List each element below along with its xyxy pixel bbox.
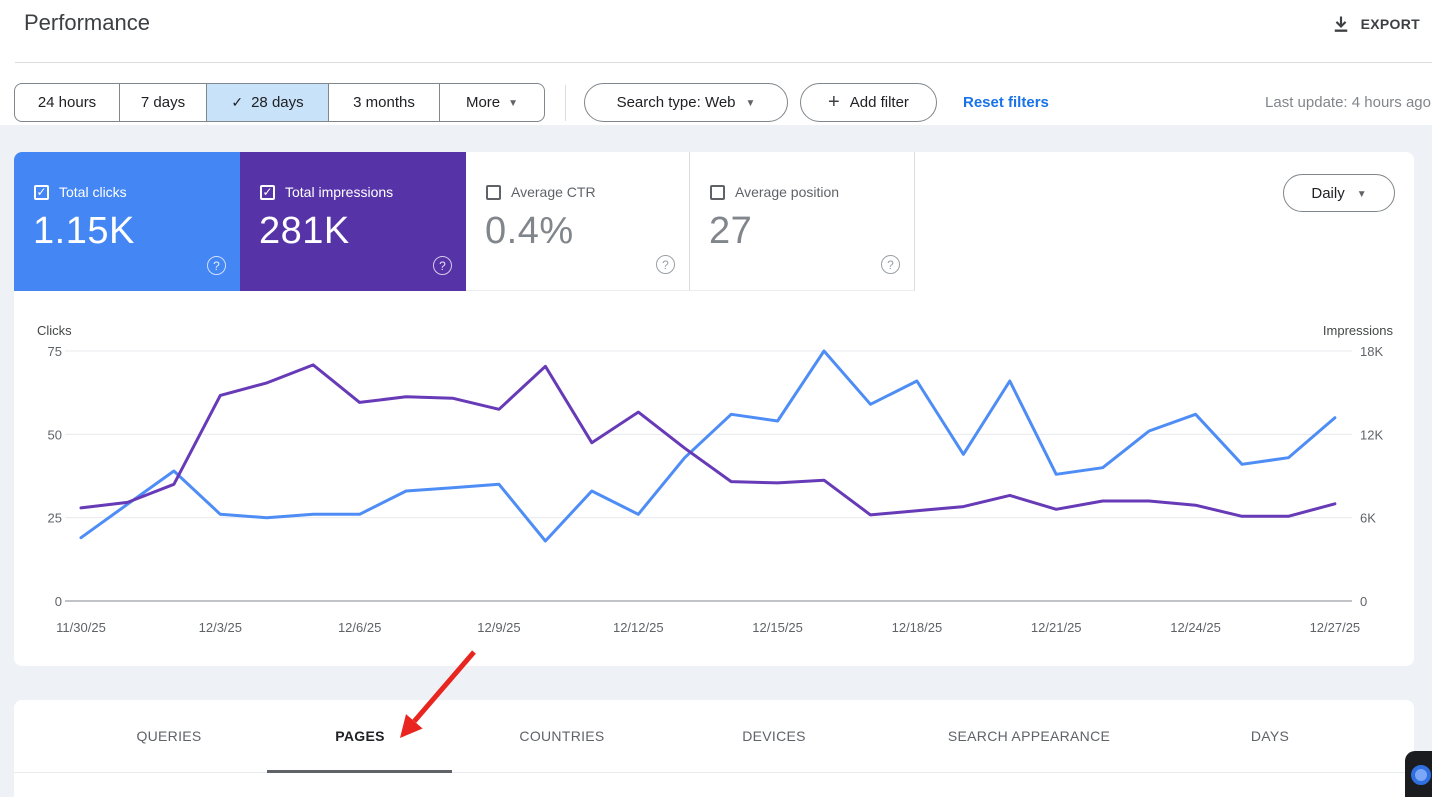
help-icon[interactable]: ? (433, 256, 452, 275)
export-label: EXPORT (1360, 16, 1420, 32)
svg-text:25: 25 (48, 511, 62, 526)
svg-text:12/6/25: 12/6/25 (338, 620, 381, 635)
tabs-bottom-border (14, 772, 1414, 773)
metric-label: Average CTR (511, 184, 596, 200)
help-icon[interactable]: ? (881, 255, 900, 274)
search-type-label: Search type: Web (616, 94, 736, 111)
metric-header: Average position (710, 184, 839, 200)
chevron-down-icon: ▼ (745, 98, 756, 109)
metric-card-average-ctr[interactable]: Average CTR 0.4% ? (466, 152, 690, 291)
svg-text:12/12/25: 12/12/25 (613, 620, 664, 635)
svg-text:50: 50 (48, 427, 62, 442)
checkbox-average-position[interactable] (710, 184, 725, 200)
metric-card-total-clicks[interactable]: ✓ Total clicks 1.15K ? (14, 152, 240, 291)
svg-text:12/21/25: 12/21/25 (1031, 620, 1082, 635)
chip-label: More (465, 94, 501, 111)
overlay-widget[interactable] (1405, 751, 1432, 797)
header-divider (15, 62, 1432, 63)
svg-text:12/15/25: 12/15/25 (752, 620, 803, 635)
granularity-label: Daily (1311, 184, 1345, 202)
svg-text:12/27/25: 12/27/25 (1310, 620, 1361, 635)
tab-pages[interactable]: PAGES (335, 728, 385, 744)
checkbox-total-impressions[interactable]: ✓ (260, 184, 275, 200)
add-filter-button[interactable]: + Add filter (800, 83, 937, 122)
chip-28-days[interactable]: ✓ 28 days (206, 84, 328, 121)
svg-text:12/18/25: 12/18/25 (892, 620, 943, 635)
last-update-text: Last update: 4 hours ago (1265, 94, 1431, 111)
chip-more[interactable]: More ▼ (439, 84, 544, 121)
chip-label: 24 hours (37, 94, 97, 111)
checkbox-average-ctr[interactable] (486, 184, 501, 200)
date-range-chip-group: 24 hours 7 days ✓ 28 days 3 months More … (14, 83, 545, 122)
metric-header: Average CTR (486, 184, 596, 200)
svg-text:12/3/25: 12/3/25 (199, 620, 242, 635)
chip-label: 3 months (353, 94, 415, 111)
svg-text:0: 0 (1360, 594, 1367, 609)
performance-card: ✓ Total clicks 1.15K ? ✓ Total impressio… (14, 152, 1414, 666)
filter-divider (565, 85, 566, 121)
metric-label: Total clicks (59, 184, 127, 200)
svg-text:75: 75 (48, 344, 62, 359)
metric-value: 1.15K (33, 210, 135, 252)
svg-text:18K: 18K (1360, 344, 1383, 359)
svg-text:12/9/25: 12/9/25 (477, 620, 520, 635)
reset-filters-link[interactable]: Reset filters (963, 94, 1049, 111)
metric-value: 281K (259, 210, 350, 252)
svg-text:11/30/25: 11/30/25 (56, 620, 106, 635)
tab-days[interactable]: DAYS (1250, 728, 1290, 744)
chip-label: 28 days (251, 94, 304, 111)
page-header: Performance EXPORT 24 hours 7 days ✓ 28 … (0, 0, 1432, 125)
metric-header: ✓ Total impressions (260, 184, 393, 200)
search-type-dropdown[interactable]: Search type: Web ▼ (584, 83, 788, 122)
svg-text:Impressions: Impressions (1323, 323, 1394, 338)
plus-icon: + (828, 91, 840, 113)
download-icon (1334, 16, 1347, 32)
chip-3-months[interactable]: 3 months (328, 84, 439, 121)
tab-devices[interactable]: DEVICES (742, 728, 806, 744)
chip-label: 7 days (140, 94, 186, 111)
chip-7-days[interactable]: 7 days (119, 84, 206, 121)
svg-text:12/24/25: 12/24/25 (1170, 620, 1221, 635)
chip-24-hours[interactable]: 24 hours (15, 84, 119, 121)
help-icon[interactable]: ? (656, 255, 675, 274)
metric-header: ✓ Total clicks (34, 184, 127, 200)
active-tab-underline (267, 770, 452, 773)
checkmark-icon: ✓ (231, 94, 244, 110)
metric-card-total-impressions[interactable]: ✓ Total impressions 281K ? (240, 152, 466, 291)
export-button[interactable]: EXPORT (1331, 10, 1420, 38)
svg-text:0: 0 (55, 594, 62, 609)
metric-value: 27 (709, 210, 753, 252)
add-filter-label: Add filter (849, 94, 909, 111)
chevron-down-icon: ▼ (1356, 188, 1367, 200)
svg-text:6K: 6K (1360, 511, 1376, 526)
checkbox-total-clicks[interactable]: ✓ (34, 184, 49, 200)
svg-text:12K: 12K (1360, 427, 1383, 442)
tab-countries[interactable]: COUNTRIES (519, 728, 605, 744)
help-icon[interactable]: ? (207, 256, 226, 275)
granularity-dropdown[interactable]: Daily ▼ (1283, 174, 1395, 212)
metric-label: Average position (735, 184, 840, 200)
chevron-down-icon: ▼ (508, 98, 519, 109)
metric-card-average-position[interactable]: Average position 27 ? (690, 152, 915, 291)
svg-text:Clicks: Clicks (37, 323, 72, 338)
tab-queries[interactable]: QUERIES (136, 728, 202, 744)
metric-value: 0.4% (485, 210, 574, 252)
record-indicator-icon (1411, 765, 1431, 785)
page-title: Performance (24, 10, 150, 35)
clicks-impressions-chart[interactable]: 0 25 50 75 0 6K 12K 18K Clicks Impressions 11/30/2… (0, 315, 1432, 650)
tab-search-appearance[interactable]: SEARCH APPEARANCE (947, 728, 1111, 744)
metric-label: Total impressions (285, 184, 394, 200)
report-tabs-card: QUERIES PAGES COUNTRIES DEVICES SEARCH A… (14, 700, 1414, 797)
